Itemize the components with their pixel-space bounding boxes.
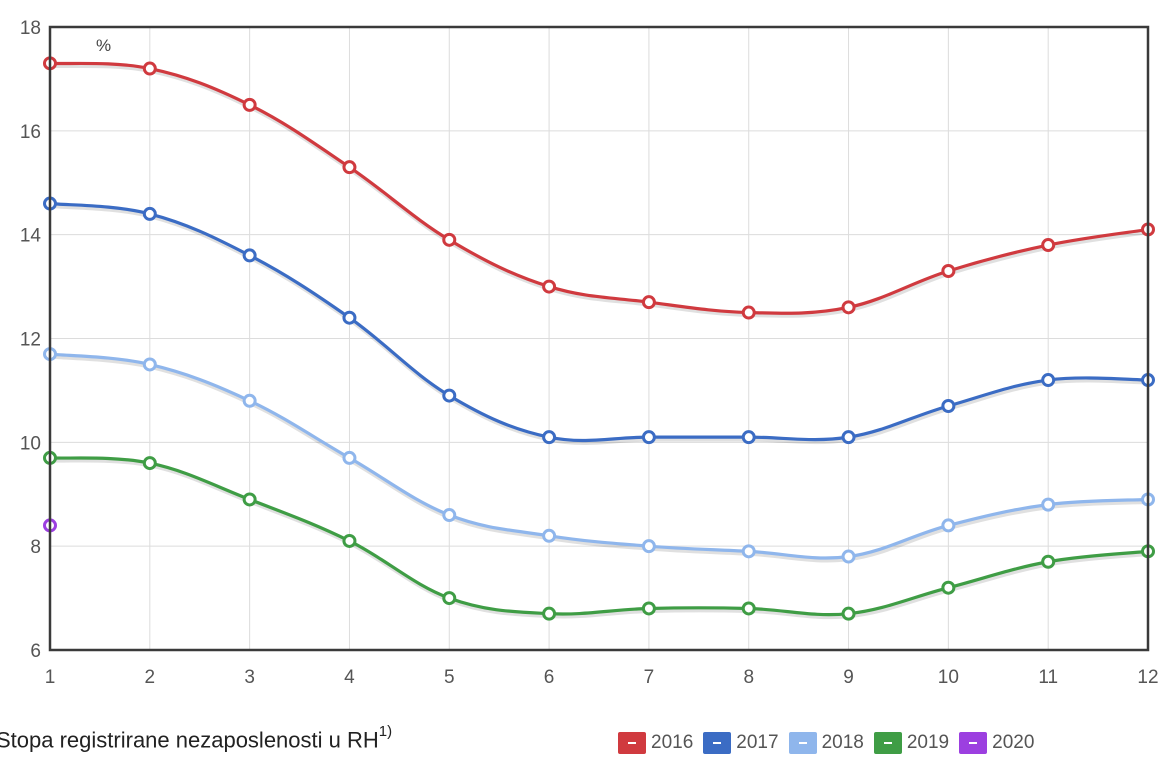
point-2017-6 bbox=[542, 430, 557, 445]
legend-item-2020[interactable]: 2020 bbox=[959, 732, 1034, 754]
x-tick-label-12: 12 bbox=[1137, 667, 1158, 688]
point-2019-4 bbox=[342, 533, 357, 548]
y-tick-label-10: 10 bbox=[20, 433, 41, 454]
x-tick-label-4: 4 bbox=[344, 667, 355, 688]
series-line-2016 bbox=[49, 61, 1149, 315]
x-tick-label-8: 8 bbox=[743, 667, 754, 688]
x-tick-label-10: 10 bbox=[938, 667, 959, 688]
point-2017-4 bbox=[342, 310, 357, 325]
point-2018-7 bbox=[641, 539, 656, 554]
chart-caption: Stopa registrirane nezaposlenosti u RH1) bbox=[0, 723, 393, 753]
point-2019-8 bbox=[741, 601, 756, 616]
point-2016-10 bbox=[941, 264, 956, 279]
point-2018-2 bbox=[142, 357, 157, 372]
point-2016-7 bbox=[641, 295, 656, 310]
legend-swatch-2017 bbox=[703, 732, 732, 754]
point-2016-6 bbox=[542, 279, 557, 294]
point-2019-11 bbox=[1041, 554, 1056, 569]
x-tick-label-11: 11 bbox=[1038, 667, 1058, 688]
point-2016-2 bbox=[142, 61, 157, 76]
point-2018-6 bbox=[542, 528, 557, 543]
series-line-2018 bbox=[49, 352, 1149, 560]
y-unit-label: % bbox=[96, 36, 111, 55]
legend-label-2016: 2016 bbox=[651, 732, 694, 753]
plot-area-frame bbox=[48, 25, 1150, 652]
x-tick-label-6: 6 bbox=[544, 667, 555, 688]
point-2017-10 bbox=[941, 398, 956, 413]
legend-label-2020: 2020 bbox=[992, 732, 1035, 753]
point-2019-7 bbox=[641, 601, 656, 616]
chart-legend: 2016 2017 2018 2019 2020 bbox=[618, 732, 1044, 754]
x-tick-label-2: 2 bbox=[145, 667, 156, 688]
legend-item-2016[interactable]: 2016 bbox=[618, 732, 693, 754]
point-2018-10 bbox=[941, 518, 956, 533]
chart-grid bbox=[49, 26, 1149, 651]
point-2016-11 bbox=[1041, 238, 1056, 253]
point-2018-3 bbox=[242, 393, 257, 408]
point-2019-2 bbox=[142, 456, 157, 471]
point-2017-8 bbox=[741, 430, 756, 445]
x-tick-label-9: 9 bbox=[843, 667, 854, 688]
legend-swatch-2019 bbox=[873, 732, 902, 754]
point-2017-11 bbox=[1041, 373, 1056, 388]
legend-item-2017[interactable]: 2017 bbox=[703, 732, 779, 754]
point-2018-4 bbox=[342, 450, 357, 465]
point-2017-2 bbox=[142, 206, 157, 221]
legend-item-2018[interactable]: 2018 bbox=[788, 732, 864, 754]
point-2018-11 bbox=[1041, 497, 1056, 512]
point-2017-5 bbox=[442, 388, 457, 403]
point-2016-5 bbox=[442, 232, 457, 247]
x-tick-label-3: 3 bbox=[244, 667, 255, 688]
y-tick-label-8: 8 bbox=[30, 537, 41, 558]
series-line-2017 bbox=[49, 201, 1149, 443]
x-tick-label-1: 1 bbox=[45, 667, 56, 688]
legend-label-2019: 2019 bbox=[906, 732, 950, 753]
legend-label-2017: 2017 bbox=[736, 732, 779, 753]
point-2017-3 bbox=[242, 248, 257, 263]
series-line-2019 bbox=[49, 456, 1149, 617]
point-2016-3 bbox=[242, 97, 257, 112]
legend-label-2018: 2018 bbox=[821, 732, 864, 753]
y-tick-label-6: 6 bbox=[30, 641, 41, 662]
y-tick-label-16: 16 bbox=[20, 122, 41, 143]
point-2017-9 bbox=[841, 430, 856, 445]
point-2018-5 bbox=[442, 508, 457, 523]
point-2018-9 bbox=[841, 549, 856, 564]
y-tick-label-14: 14 bbox=[20, 226, 42, 247]
x-tick-label-5: 5 bbox=[444, 667, 455, 688]
point-2016-4 bbox=[342, 160, 357, 175]
point-2016-9 bbox=[841, 300, 856, 315]
legend-swatch-2020 bbox=[959, 732, 988, 754]
legend-swatch-2018 bbox=[788, 732, 817, 754]
point-2017-7 bbox=[641, 430, 656, 445]
caption-footnote-marker: 1) bbox=[378, 723, 393, 740]
point-2019-5 bbox=[442, 591, 457, 606]
point-2019-9 bbox=[841, 606, 856, 621]
x-tick-label-7: 7 bbox=[644, 667, 655, 688]
point-2016-8 bbox=[741, 305, 756, 320]
point-2019-10 bbox=[941, 580, 956, 595]
legend-item-2019[interactable]: 2019 bbox=[873, 732, 950, 754]
chart-series bbox=[43, 56, 1155, 621]
y-tick-label-18: 18 bbox=[20, 18, 41, 39]
legend-swatch-2016 bbox=[618, 732, 646, 754]
caption-text: Stopa registrirane nezaposlenosti u RH bbox=[0, 727, 379, 753]
point-2018-8 bbox=[741, 544, 756, 559]
point-2019-3 bbox=[242, 492, 257, 507]
point-2019-6 bbox=[542, 606, 557, 621]
y-tick-label-12: 12 bbox=[20, 330, 41, 351]
